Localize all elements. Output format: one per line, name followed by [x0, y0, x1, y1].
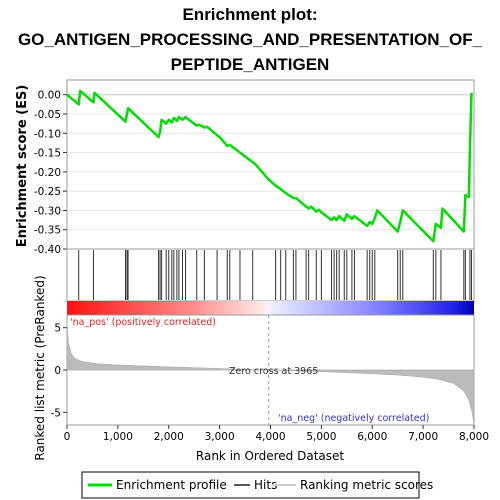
pos-label: 'na_pos' (positively correlated) [70, 317, 216, 328]
es-y-tick-label: -0.10 [34, 128, 61, 140]
ranked-y-tick-label: 0 [54, 365, 61, 377]
legend-enrichment-label: Enrichment profile [116, 478, 227, 492]
es-y-tick-label: -0.30 [34, 205, 61, 217]
x-tick-label: 7,000 [408, 431, 438, 443]
chart-title-line-3: PEPTIDE_ANTIGEN [171, 55, 330, 74]
hit-lines [78, 250, 472, 300]
hits-panel-frame [66, 248, 475, 302]
ranked-y-ticks: 5 0 -5 [51, 323, 67, 419]
x-tick-label: 6,000 [357, 431, 387, 443]
x-tick-label: 5,000 [306, 431, 336, 443]
es-y-tick-label: -0.15 [34, 148, 61, 160]
chart-title-line-1: Enrichment plot: [182, 5, 317, 24]
es-y-tick-label: 0.00 [38, 90, 61, 102]
es-y-tick-label: -0.05 [34, 109, 61, 121]
x-tick-label: 8,000 [459, 431, 489, 443]
ranking-metric-area [66, 323, 475, 426]
es-y-ticks: 0.00 -0.05 -0.10 -0.15 -0.20 -0.25 -0.30 -0.35 -… [34, 90, 67, 256]
chart-title-line-2: GO_ANTIGEN_PROCESSING_AND_PRESENTATION_O… [18, 30, 483, 49]
legend-box [81, 471, 420, 499]
x-tick-label: 0 [64, 431, 71, 443]
legend-ranking-label: Ranking metric scores [300, 478, 433, 492]
es-y-tick-label: -0.40 [34, 244, 61, 256]
es-panel-frame [66, 79, 475, 250]
legend-hits-label: Hits [254, 478, 277, 492]
neg-label: 'na_neg' (negatively correlated) [278, 413, 429, 424]
ranked-y-tick-label: -5 [51, 407, 61, 419]
x-tick-label: 3,000 [205, 431, 235, 443]
ranked-y-axis-label: Ranked list metric (PreRanked) [33, 275, 47, 460]
x-tick-label: 4,000 [255, 431, 285, 443]
es-y-tick-label: -0.35 [34, 225, 61, 237]
x-axis-label: Rank in Ordered Dataset [196, 449, 344, 463]
x-tick-label: 1,000 [103, 431, 133, 443]
enrichment-profile-line [66, 89, 473, 243]
ranked-y-tick-label: 5 [54, 323, 61, 335]
x-ticks: 0 1,000 2,000 3,000 4,000 5,000 6,000 7,000 8,00… [64, 425, 489, 443]
es-y-axis-label: Enrichment score (ES) [15, 85, 30, 248]
rank-color-bar [67, 301, 474, 315]
es-y-tick-label: -0.25 [34, 186, 61, 198]
es-y-tick-label: -0.20 [34, 167, 61, 179]
zero-cross-label: Zero cross at 3965 [229, 366, 318, 377]
x-tick-label: 2,000 [154, 431, 184, 443]
